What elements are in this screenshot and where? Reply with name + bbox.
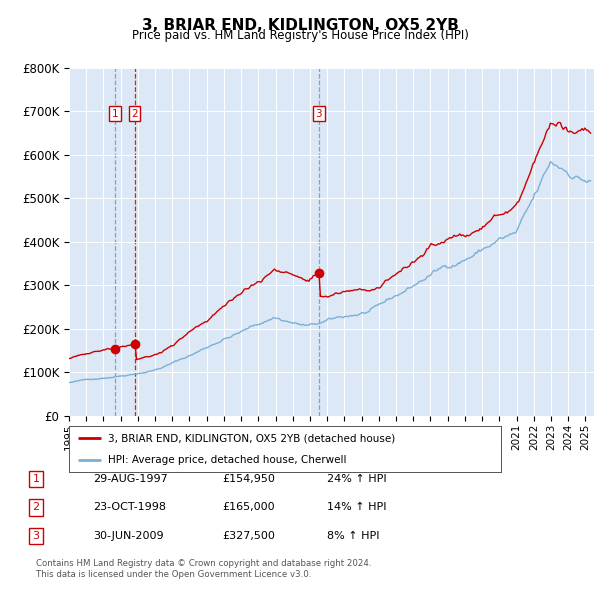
Text: Price paid vs. HM Land Registry's House Price Index (HPI): Price paid vs. HM Land Registry's House …: [131, 30, 469, 42]
Text: 29-AUG-1997: 29-AUG-1997: [93, 474, 168, 484]
Text: £327,500: £327,500: [222, 531, 275, 540]
Text: 2: 2: [131, 109, 138, 119]
Text: 30-JUN-2009: 30-JUN-2009: [93, 531, 164, 540]
Text: 14% ↑ HPI: 14% ↑ HPI: [327, 503, 386, 512]
Text: 1: 1: [32, 474, 40, 484]
Text: 1: 1: [112, 109, 118, 119]
Text: 3, BRIAR END, KIDLINGTON, OX5 2YB: 3, BRIAR END, KIDLINGTON, OX5 2YB: [142, 18, 458, 32]
Text: 23-OCT-1998: 23-OCT-1998: [93, 503, 166, 512]
Text: 3, BRIAR END, KIDLINGTON, OX5 2YB (detached house): 3, BRIAR END, KIDLINGTON, OX5 2YB (detac…: [108, 434, 395, 444]
Text: 24% ↑ HPI: 24% ↑ HPI: [327, 474, 386, 484]
Text: 2: 2: [32, 503, 40, 512]
Text: Contains HM Land Registry data © Crown copyright and database right 2024.: Contains HM Land Registry data © Crown c…: [36, 559, 371, 568]
Text: HPI: Average price, detached house, Cherwell: HPI: Average price, detached house, Cher…: [108, 454, 346, 464]
Text: £165,000: £165,000: [222, 503, 275, 512]
Text: £154,950: £154,950: [222, 474, 275, 484]
Text: 8% ↑ HPI: 8% ↑ HPI: [327, 531, 380, 540]
Text: This data is licensed under the Open Government Licence v3.0.: This data is licensed under the Open Gov…: [36, 571, 311, 579]
Text: 3: 3: [32, 531, 40, 540]
Text: 3: 3: [315, 109, 322, 119]
